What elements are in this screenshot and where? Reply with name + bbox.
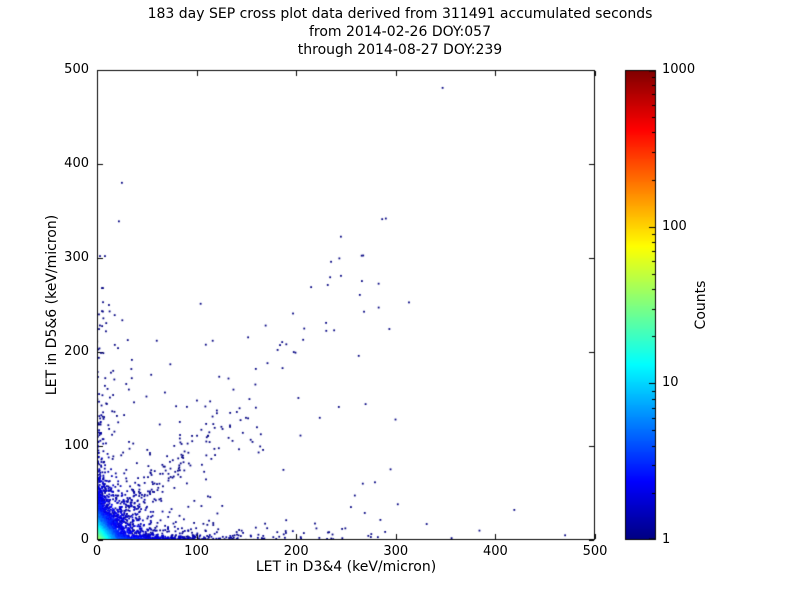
y-tick-label: 0 bbox=[80, 532, 89, 547]
x-tick-label: 0 bbox=[92, 544, 102, 559]
x-tick-label: 500 bbox=[582, 544, 608, 559]
colorbar-tick-label: 10 bbox=[662, 375, 679, 391]
x-tick-label: 400 bbox=[482, 544, 508, 559]
x-tick-label: 200 bbox=[283, 544, 309, 559]
title-line-3: through 2014-08-27 DOY:239 bbox=[297, 42, 503, 58]
x-tick-label: 300 bbox=[383, 544, 409, 559]
colorbar-tick-label: 100 bbox=[662, 218, 687, 234]
y-tick-label: 100 bbox=[64, 438, 89, 453]
y-tick-label: 400 bbox=[64, 156, 89, 171]
x-axis-label: LET in D3&4 (keV/micron) bbox=[255, 559, 437, 575]
colorbar-tick-label: 1 bbox=[662, 532, 671, 547]
y-tick-label: 300 bbox=[64, 250, 89, 265]
title-line-1: 183 day SEP cross plot data derived from… bbox=[147, 6, 653, 22]
y-axis-label: LET in D5&6 (keV/micron) bbox=[44, 214, 60, 396]
title-line-2: from 2014-02-26 DOY:057 bbox=[308, 24, 491, 40]
x-tick-label: 100 bbox=[184, 544, 210, 559]
colorbar-tick-label: 1000 bbox=[662, 62, 696, 77]
colorbar-label: Counts bbox=[693, 280, 709, 330]
y-tick-label: 500 bbox=[64, 62, 89, 77]
y-tick-label: 200 bbox=[64, 344, 89, 359]
